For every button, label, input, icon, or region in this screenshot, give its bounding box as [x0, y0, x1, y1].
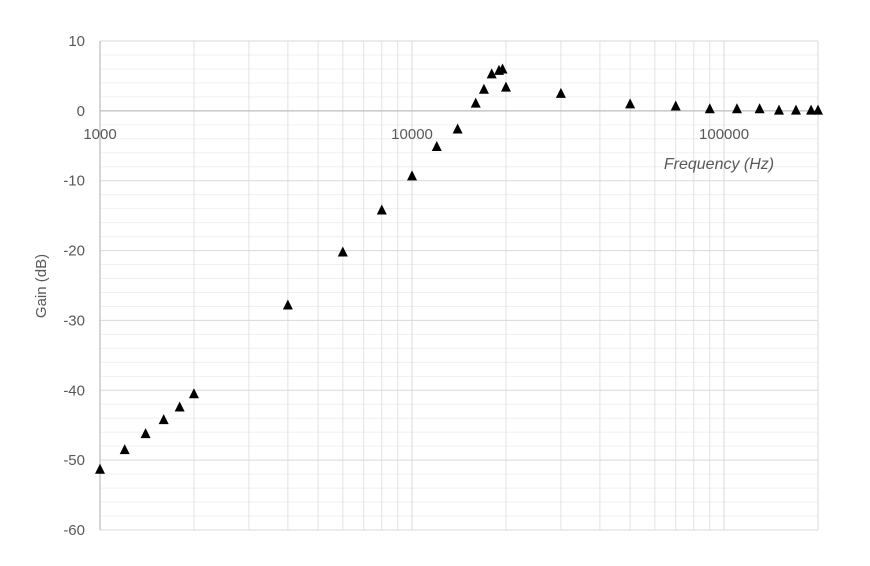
y-tick-label: -30 [63, 312, 85, 329]
data-point-triangle [754, 103, 765, 114]
y-tick-label: 0 [77, 103, 85, 120]
data-point-triangle [95, 463, 105, 474]
major-grid [99, 40, 819, 531]
data-point-triangle [704, 103, 715, 114]
axes [99, 41, 818, 530]
data-point-triangle [174, 401, 185, 412]
data-point-triangle [282, 299, 293, 310]
data-point-triangle [140, 428, 151, 439]
x-axis-title: Frequency (Hz) [664, 156, 774, 173]
data-point-triangle [731, 103, 742, 114]
data-point-triangle [670, 100, 681, 111]
y-tick-labels: 10 0 -10 -20 -30 -40 -50 -60 [63, 33, 85, 539]
y-tick-label: -40 [63, 382, 85, 399]
data-point-triangle [119, 444, 130, 455]
x-tick-label: 10000 [391, 126, 433, 143]
x-tick-labels: 1000 10000 100000 [83, 126, 749, 143]
data-point-triangle [478, 83, 489, 94]
y-tick-label: -20 [63, 243, 85, 260]
data-point-triangle [188, 388, 199, 399]
data-point-triangle [158, 414, 169, 425]
data-point-triangle [813, 104, 823, 115]
y-tick-label: -10 [63, 173, 85, 190]
data-point-triangle [407, 170, 418, 181]
data-point-triangle [486, 68, 497, 79]
data-point-triangle [452, 123, 463, 134]
minor-grid [100, 41, 818, 530]
data-point-triangle [431, 140, 442, 151]
data-point-triangle [337, 246, 348, 257]
data-point-triangle [470, 97, 481, 108]
data-point-triangle [625, 98, 636, 109]
y-tick-label: -50 [63, 452, 85, 469]
data-point-triangle [500, 81, 511, 92]
data-point-triangle [774, 104, 785, 115]
x-tick-label: 100000 [699, 126, 749, 143]
y-axis-title: Gain (dB) [33, 254, 50, 318]
data-point-triangle [376, 204, 387, 215]
data-point-triangle [555, 87, 566, 98]
y-tick-label: -60 [63, 522, 85, 539]
data-point-triangle [497, 63, 508, 74]
x-tick-label: 1000 [83, 126, 116, 143]
data-points [95, 63, 823, 474]
data-point-triangle [806, 104, 817, 115]
data-point-triangle [790, 104, 801, 115]
y-tick-label: 10 [68, 33, 85, 50]
